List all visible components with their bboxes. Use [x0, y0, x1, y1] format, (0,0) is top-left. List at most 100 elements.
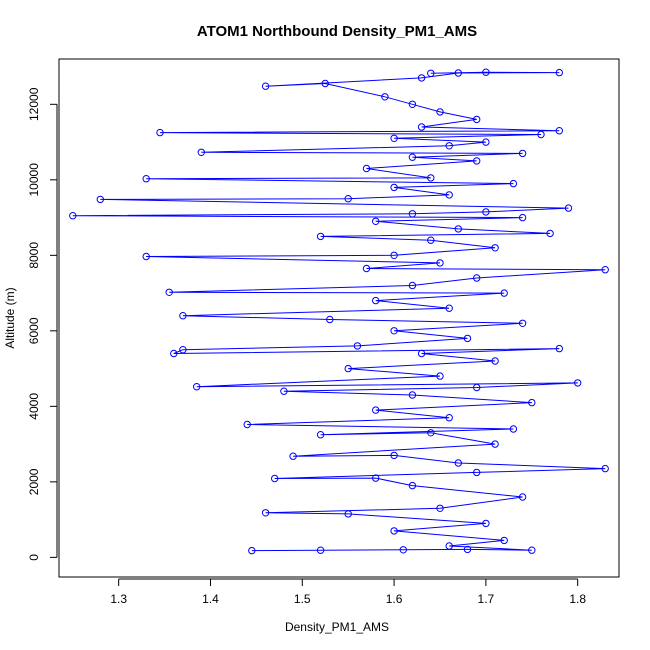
data-point	[399, 546, 407, 554]
data-point	[436, 504, 444, 512]
series-line	[72, 71, 606, 552]
data-point	[427, 69, 435, 78]
x-tick-label: 1.4	[202, 592, 219, 606]
x-tick-label: 1.3	[110, 592, 127, 606]
data-point	[390, 327, 398, 335]
y-tick-label: 4000	[27, 393, 41, 420]
data-point	[427, 236, 435, 244]
data-point	[142, 252, 150, 261]
data-point	[482, 519, 490, 528]
data-point	[96, 195, 105, 204]
data-point	[408, 100, 417, 109]
data-point	[316, 431, 325, 439]
data-point	[445, 191, 453, 199]
data-point	[316, 546, 325, 554]
data-point	[518, 319, 527, 327]
data-point	[518, 493, 527, 501]
data-point	[390, 527, 398, 535]
data-point	[372, 406, 380, 414]
data-point	[372, 217, 380, 226]
data-point	[362, 164, 371, 173]
x-tick-label: 1.7	[478, 592, 495, 606]
data-point	[454, 69, 462, 77]
data-point	[197, 148, 206, 157]
data-point	[427, 174, 435, 182]
x-tick-label: 1.5	[294, 592, 311, 606]
data-point	[518, 149, 527, 158]
plot-frame	[58, 58, 620, 578]
data-point	[463, 545, 472, 554]
y-axis-label: Altitude (m)	[3, 287, 17, 348]
x-tick-label: 1.6	[386, 592, 403, 606]
y-axis: 0 2000 4000 6000 8000 10000 12000	[27, 87, 58, 561]
data-point	[445, 542, 453, 550]
data-point	[381, 93, 389, 101]
data-point	[555, 127, 563, 135]
data-point	[344, 195, 352, 203]
data-point	[482, 68, 490, 76]
data-point	[417, 123, 426, 131]
data-point	[555, 344, 563, 353]
data-point	[372, 474, 380, 482]
y-tick-label: 0	[27, 554, 41, 561]
data-point	[390, 451, 398, 460]
data-point	[574, 379, 582, 387]
data-point	[362, 264, 371, 273]
data-point	[601, 266, 609, 274]
y-tick-label: 12000	[27, 87, 41, 121]
data-point	[417, 74, 426, 82]
data-point	[473, 468, 481, 477]
series-layer	[69, 68, 609, 555]
data-point	[537, 130, 545, 139]
data-point	[165, 288, 173, 296]
data-point	[427, 429, 435, 437]
data-point	[491, 357, 499, 365]
data-point	[473, 157, 481, 165]
data-point	[491, 244, 499, 252]
data-point	[408, 391, 417, 399]
data-point	[69, 212, 77, 220]
data-point	[473, 115, 481, 124]
data-point	[170, 349, 178, 358]
data-point	[454, 459, 462, 467]
data-point	[390, 134, 398, 143]
data-point	[500, 536, 508, 545]
data-point	[509, 179, 518, 188]
data-point	[473, 274, 481, 282]
data-point	[564, 204, 573, 212]
chart-title: ATOM1 Northbound Density_PM1_AMS	[197, 23, 477, 40]
data-point	[491, 440, 499, 448]
data-point	[436, 108, 444, 116]
data-point	[546, 229, 554, 238]
data-point	[179, 312, 187, 320]
data-point	[179, 346, 187, 354]
data-point	[436, 372, 444, 380]
data-point	[390, 183, 398, 192]
data-point	[372, 296, 380, 305]
data-point	[261, 509, 270, 517]
data-point	[528, 546, 536, 554]
x-axis: 1.3 1.4 1.5 1.6 1.7 1.8	[110, 578, 586, 606]
data-point	[473, 383, 481, 392]
data-point	[417, 349, 426, 358]
data-point	[353, 342, 362, 350]
data-point	[271, 474, 279, 483]
data-point	[408, 281, 417, 290]
data-point	[408, 153, 417, 161]
data-point	[509, 425, 518, 433]
y-tick-label: 8000	[27, 242, 41, 269]
data-point	[156, 128, 164, 137]
data-point	[316, 232, 325, 241]
data-point	[445, 414, 453, 422]
data-point	[445, 304, 453, 312]
data-point	[193, 383, 201, 391]
data-point	[390, 251, 398, 260]
data-point	[261, 82, 270, 90]
data-point	[528, 398, 536, 407]
data-point	[555, 68, 563, 77]
data-point	[248, 546, 256, 555]
x-axis-label: Density_PM1_AMS	[285, 620, 389, 634]
y-tick-label: 2000	[27, 468, 41, 495]
data-point	[454, 225, 462, 233]
